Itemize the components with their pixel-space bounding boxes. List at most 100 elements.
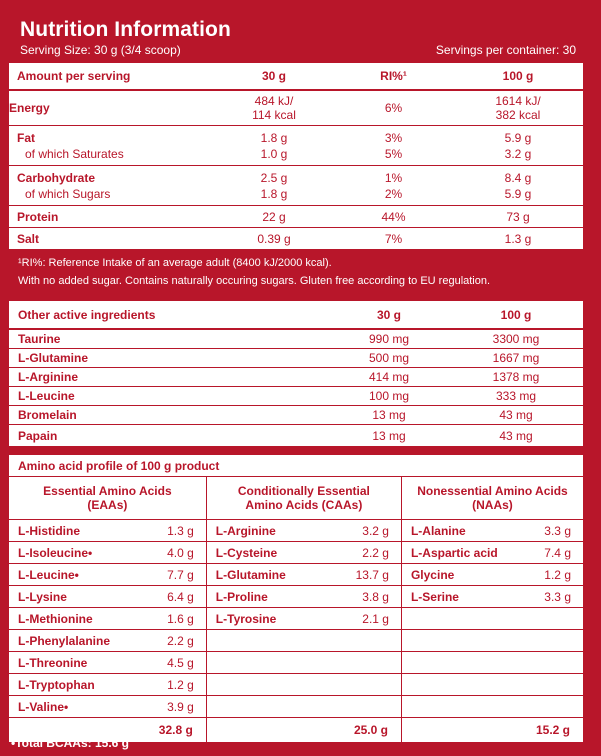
col-amount-per-serving: Amount per serving <box>9 63 214 91</box>
naa-name <box>401 607 519 630</box>
nutrient-100g: 73 g <box>453 205 583 228</box>
energy-ri: 6% <box>334 90 453 126</box>
ingredient-30g: 13 mg <box>372 428 406 443</box>
nutrient-30g: 1.0 g <box>214 146 334 166</box>
nutrition-row-carbohydrate: Carbohydrate 2.5 g 1% 8.4 g <box>9 166 583 187</box>
ingredient-100g: 3300 mg <box>449 329 583 349</box>
nutrient-label: Fat <box>17 131 35 145</box>
naa-value <box>518 673 583 696</box>
eaa-value: 1.3 g <box>141 519 207 542</box>
nutrition-row-salt: Salt 0.39 g 7% 1.3 g <box>9 228 583 250</box>
table-row: L-Leucine 100 mg 333 mg <box>9 386 583 406</box>
nutrient-100g: 8.4 g <box>504 171 532 185</box>
nutrient-ri: 3% <box>384 131 403 145</box>
nutrient-label: of which Sugars <box>9 186 214 206</box>
table-row: L-Isoleucine• 4.0 g L-Cysteine 2.2 g L-Asp… <box>9 541 583 564</box>
caa-value <box>335 673 402 696</box>
nutrient-label: Energy <box>9 90 214 126</box>
nutrition-row-energy: Energy 484 kJ/114 kcal 6% 1614 kJ/382 kc… <box>9 90 583 126</box>
nutrient-30g: 1.8 g <box>260 131 288 145</box>
naa-value: 3.3 g <box>518 519 583 542</box>
energy-30g: 484 kJ/114 kcal <box>214 90 334 126</box>
table-row: L-Histidine 1.3 g L-Arginine 3.2 g L-Alani… <box>9 519 583 542</box>
caa-value: 13.7 g <box>335 563 402 586</box>
col-eaa: Essential Amino Acids (EAAs) <box>9 476 207 520</box>
naa-value <box>518 651 583 674</box>
ri-footnote: ¹RI%: Reference Intake of an average adu… <box>18 257 332 269</box>
energy-100g: 1614 kJ/382 kcal <box>453 90 583 126</box>
ingredient-100g: 1667 mg <box>449 348 583 368</box>
nutrient-30g: 1.8 g <box>214 186 334 206</box>
caa-name: L-Arginine <box>206 519 336 542</box>
page-title: Nutrition Information <box>20 18 231 41</box>
other-ingredients-table: Other active ingredients 30 g 100 g Taur… <box>9 301 583 446</box>
sugar-note: With no added sugar. Contains naturally … <box>18 275 491 287</box>
naa-value <box>518 695 583 718</box>
ingredient-30g: 414 mg <box>329 367 449 387</box>
nutrient-ri: 7% <box>384 231 403 246</box>
ingredient-30g: 990 mg <box>329 329 449 349</box>
eaa-name: L-Lysine <box>9 585 142 608</box>
col-other-ingredients: Other active ingredients <box>9 301 329 330</box>
ingredient-name: Bromelain <box>9 405 329 425</box>
eaa-value: 1.2 g <box>141 673 207 696</box>
table-row: L-Tryptophan 1.2 g <box>9 673 583 696</box>
nutrition-row-fat: Fat 1.8 g 3% 5.9 g <box>9 126 583 147</box>
amino-acid-table: Amino acid profile of 100 g product Esse… <box>9 455 583 742</box>
table-row: Papain 13 mg 43 mg <box>9 425 583 447</box>
nutrient-100g: 5.9 g <box>453 186 583 206</box>
caa-name: L-Glutamine <box>206 563 336 586</box>
table-row: L-Leucine• 7.7 g L-Glutamine 13.7 g Glycin… <box>9 563 583 586</box>
eaa-value: 3.9 g <box>141 695 207 718</box>
naa-value: 7.4 g <box>518 541 583 564</box>
naa-name: Glycine <box>401 563 519 586</box>
nutrient-ri: 1% <box>384 171 403 185</box>
nutrition-header-row: Amount per serving 30 g RI%¹ 100 g <box>9 63 583 91</box>
eaa-value: 1.6 g <box>141 607 207 630</box>
naa-name <box>401 673 519 696</box>
eaa-name: L-Phenylalanine <box>9 629 142 652</box>
caa-value: 3.2 g <box>335 519 402 542</box>
nutrient-ri: 5% <box>334 146 453 166</box>
nutrition-table: Amount per serving 30 g RI%¹ 100 g Energ… <box>9 63 583 249</box>
eaa-total: 32.8 g <box>9 717 207 742</box>
col-caa: Conditionally Essential Amino Acids (CAAs… <box>206 476 402 520</box>
caa-name <box>206 651 336 674</box>
caa-value: 2.1 g <box>335 607 402 630</box>
caa-value: 3.8 g <box>335 585 402 608</box>
eaa-value: 2.2 g <box>141 629 207 652</box>
col-30g: 30 g <box>214 63 334 91</box>
col-30g: 30 g <box>329 301 449 330</box>
amino-header-row: Essential Amino Acids (EAAs) Conditionall… <box>9 476 583 520</box>
nutrient-100g: 5.9 g <box>504 131 532 145</box>
ingredient-30g: 13 mg <box>329 405 449 425</box>
naa-value: 1.2 g <box>518 563 583 586</box>
nutrition-row-protein: Protein 22 g 44% 73 g <box>9 205 583 228</box>
naa-name: L-Serine <box>401 585 519 608</box>
ingredient-name: L-Arginine <box>9 367 329 387</box>
nutrient-ri: 2% <box>334 186 453 206</box>
servings-per-container: Servings per container: 30 <box>435 43 576 57</box>
table-row: L-Methionine 1.6 g L-Tyrosine 2.1 g <box>9 607 583 630</box>
nutrient-label: of which Saturates <box>9 146 214 166</box>
caa-value: 2.2 g <box>335 541 402 564</box>
total-bcaa: •Total BCAAs: 15.6 g <box>11 736 129 750</box>
table-row: Taurine 990 mg 3300 mg <box>9 329 583 349</box>
nutrient-30g: 22 g <box>214 205 334 228</box>
naa-name <box>401 629 519 652</box>
ingredient-name: L-Leucine <box>9 386 329 406</box>
caa-name: L-Cysteine <box>206 541 336 564</box>
table-row: L-Phenylalanine 2.2 g <box>9 629 583 652</box>
eaa-name: L-Threonine <box>9 651 142 674</box>
ingredient-100g: 43 mg <box>449 405 583 425</box>
amino-totals-row: 32.8 g 25.0 g 15.2 g <box>9 717 583 742</box>
nutrient-label: Salt <box>17 231 40 246</box>
naa-total: 15.2 g <box>535 723 570 737</box>
nutrient-30g: 2.5 g <box>260 171 288 185</box>
other-header-row: Other active ingredients 30 g 100 g <box>9 301 583 330</box>
naa-value: 3.3 g <box>518 585 583 608</box>
ingredient-name: Papain <box>18 428 58 443</box>
eaa-name: L-Methionine <box>9 607 142 630</box>
nutrient-label: Protein <box>9 205 214 228</box>
table-row: L-Valine• 3.9 g <box>9 695 583 718</box>
